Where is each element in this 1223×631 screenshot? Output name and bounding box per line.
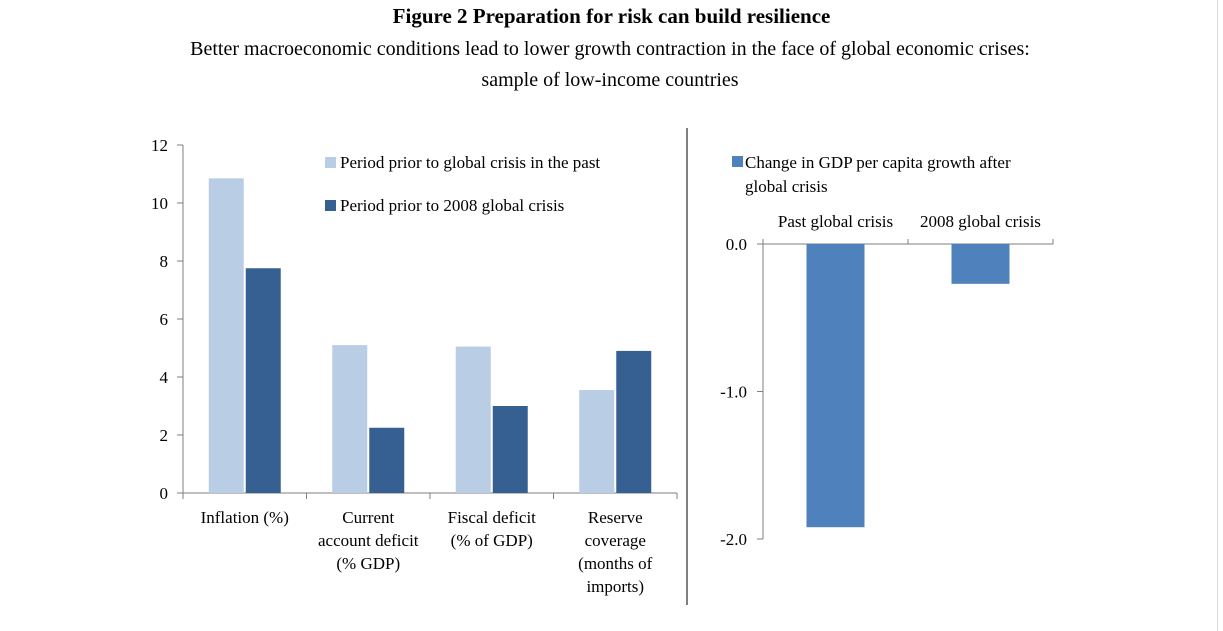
left-legend-swatch — [325, 157, 336, 168]
figure-subtitle: Better macroeconomic conditions lead to … — [190, 38, 1030, 91]
left-category-label: Reserve — [588, 508, 643, 527]
left-bar-past-0 — [208, 178, 244, 493]
left-bar-past-3 — [579, 390, 615, 493]
right-y-tick-label: -2.0 — [720, 530, 747, 549]
left-y-tick-label: 6 — [160, 310, 169, 329]
right-y-tick-label: -1.0 — [720, 383, 747, 402]
left-category-label: account deficit — [318, 531, 419, 550]
left-category-label: Current — [342, 508, 394, 527]
right-legend-line-2: global crisis — [745, 177, 828, 196]
left-y-tick-label: 12 — [151, 136, 168, 155]
left-bar-past-1 — [332, 345, 368, 493]
right-category-label: 2008 global crisis — [920, 212, 1041, 231]
left-bar-2008-0 — [245, 268, 281, 493]
right-legend-line-1: Change in GDP per capita growth after — [745, 153, 1011, 172]
left-category-label: (% GDP) — [336, 554, 400, 573]
right-bar-0 — [806, 244, 865, 528]
left-bar-2008-2 — [492, 406, 528, 493]
right-bar-1 — [951, 244, 1010, 284]
right-legend-label: Change in GDP per capita growth after glo… — [745, 153, 1011, 196]
figure-title: Figure 2 Preparation for risk can build … — [392, 4, 831, 28]
left-y-tick-label: 0 — [160, 484, 169, 503]
left-bar-2008-3 — [616, 350, 652, 493]
left-bar-2008-1 — [369, 427, 405, 493]
left-legend-label: Period prior to global crisis in the pas… — [340, 153, 600, 172]
left-legend-label: Period prior to 2008 global crisis — [340, 196, 564, 215]
right-y-tick-label: 0.0 — [726, 235, 747, 254]
page-edge-line — [1217, 0, 1218, 631]
left-bar-past-2 — [455, 346, 491, 493]
right-legend-swatch — [732, 156, 743, 167]
left-y-tick-label: 10 — [151, 194, 168, 213]
left-category-label: coverage — [585, 531, 646, 550]
left-y-tick-label: 4 — [160, 368, 169, 387]
left-category-label: Fiscal deficit — [448, 508, 537, 527]
right-category-label: Past global crisis — [778, 212, 893, 231]
left-category-label: (months of — [578, 554, 652, 573]
left-category-label: imports) — [586, 577, 644, 596]
left-y-tick-label: 8 — [160, 252, 169, 271]
left-category-label: Inflation (%) — [201, 508, 289, 527]
left-y-tick-label: 2 — [160, 426, 169, 445]
left-category-label: (% of GDP) — [451, 531, 533, 550]
left-legend-swatch — [325, 200, 336, 211]
